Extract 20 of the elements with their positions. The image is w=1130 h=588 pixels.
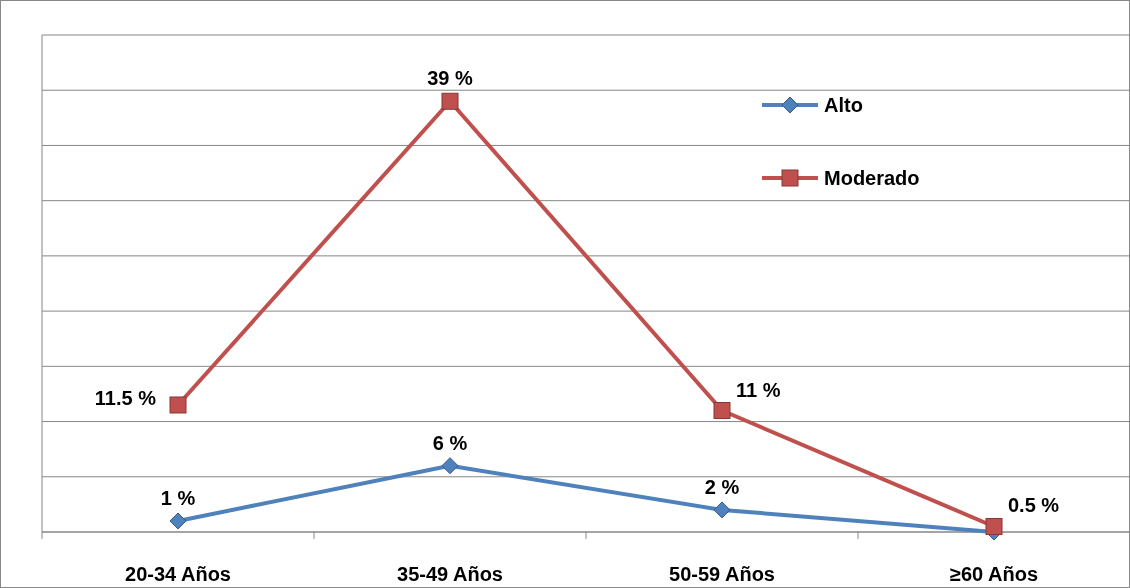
point: [441, 457, 459, 475]
data-label: 11.5 %: [94, 386, 157, 409]
x-tick-label: ≥60 Años: [949, 563, 1039, 585]
legend-label: Alto: [824, 94, 863, 116]
data-label: 39 %: [427, 67, 474, 90]
data-label: 1 %: [160, 486, 196, 509]
x-tick-label: 35-49 Años: [397, 563, 503, 585]
legend-label: Moderado: [824, 167, 920, 189]
data-label: 2 %: [704, 475, 740, 498]
point: [713, 501, 731, 519]
data-label: 0.5 %: [1008, 494, 1060, 517]
point: [985, 517, 1003, 535]
point: [169, 396, 187, 414]
data-label: 11 %: [736, 378, 781, 401]
point: [441, 92, 459, 110]
point: [713, 402, 731, 420]
point: [169, 512, 187, 530]
x-tick-label: 50-59 Años: [669, 563, 775, 585]
data-label: 6 %: [432, 431, 468, 454]
x-tick-label: 20-34 Años: [125, 563, 231, 585]
